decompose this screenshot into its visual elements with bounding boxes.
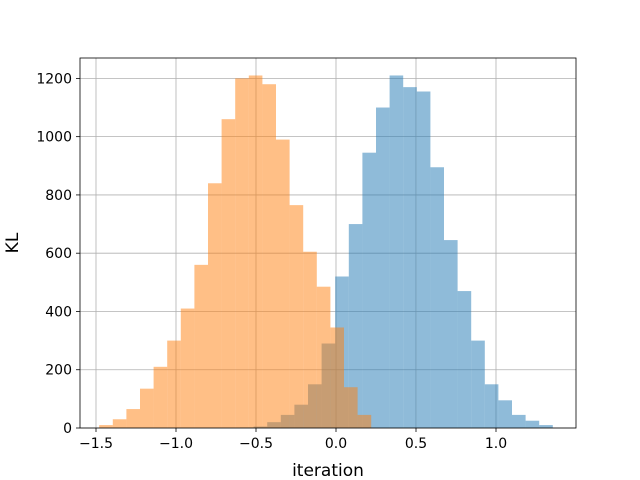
y-tick-label: 1200	[36, 71, 72, 87]
histogram-bar-series-1	[348, 224, 363, 428]
histogram-bar-series-2	[208, 183, 222, 428]
histogram-bar-series-1	[539, 425, 553, 428]
x-tick-label: −0.5	[239, 436, 273, 452]
histogram-bar-series-2	[248, 75, 263, 428]
histogram-bar-series-2	[276, 139, 290, 428]
histogram-bar-series-2	[262, 84, 276, 429]
histogram-bar-series-2	[330, 327, 344, 428]
x-tick-label: 0.0	[325, 436, 347, 452]
histogram-bar-series-1	[376, 107, 390, 428]
histogram-bar-series-2	[99, 425, 113, 428]
histogram-bar-series-2	[140, 388, 154, 428]
histogram-bar-series-1	[471, 340, 485, 428]
histogram-bar-series-2	[153, 366, 168, 428]
histogram-bar-series-1	[403, 87, 417, 429]
histogram-bar-series-2	[316, 286, 331, 428]
histogram-bar-series-2	[112, 419, 127, 428]
histogram-bar-series-1	[457, 291, 472, 428]
x-tick-label: 0.5	[405, 436, 427, 452]
y-tick-label: 1000	[36, 130, 72, 146]
x-tick-label: 1.0	[485, 436, 507, 452]
histogram-bar-series-2	[303, 251, 317, 428]
histogram-bar-series-1	[498, 400, 512, 428]
axis-ticks: −1.5 −1.0 −0.5 0.0 0.5 1.0 0 200 400 600 800 1000 12…	[36, 71, 507, 452]
histogram-bar-series-2	[194, 264, 208, 428]
histogram-bar-series-2	[235, 78, 249, 428]
histogram-bar-series-1	[444, 240, 458, 428]
y-axis-label: KL	[3, 232, 23, 253]
y-tick-label: 800	[45, 188, 72, 204]
x-tick-label: −1.0	[159, 436, 193, 452]
histogram-bar-series-2	[289, 205, 304, 428]
histogram-bar-series-1	[430, 167, 444, 429]
histogram-bar-series-2	[221, 119, 236, 429]
plot-frame	[79, 57, 577, 429]
histogram-bar-series-2	[357, 414, 372, 428]
histogram-bar-series-1	[416, 91, 431, 428]
x-axis-label: iteration	[292, 461, 364, 480]
histogram-bar-series-1	[389, 75, 404, 428]
histogram-bar-series-2	[344, 387, 358, 428]
histogram-bar-series-1	[362, 152, 376, 428]
y-tick-label: 200	[45, 363, 72, 379]
histogram-bar-series-2	[180, 308, 195, 428]
histogram-bar-series-1	[525, 420, 540, 428]
histogram-bar-series-2	[126, 409, 140, 428]
histogram-bar-series-1	[484, 384, 499, 428]
y-tick-label: 0	[63, 421, 72, 437]
histogram-bar-series-1	[512, 414, 526, 428]
histogram-bars	[99, 75, 553, 429]
x-tick-label: −1.5	[79, 436, 113, 452]
y-tick-label: 400	[45, 304, 72, 320]
histogram-bar-series-2	[167, 340, 181, 428]
y-tick-label: 600	[45, 246, 72, 262]
